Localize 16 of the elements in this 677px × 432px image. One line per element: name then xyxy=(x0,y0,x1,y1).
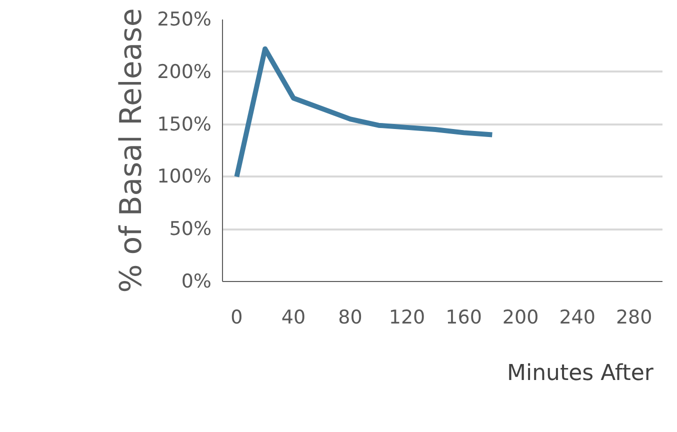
y-tick-label: 200% xyxy=(157,60,212,83)
x-tick-label: 40 xyxy=(281,306,306,328)
y-axis-title: % of Basal Release xyxy=(114,8,150,293)
x-tick-label: 160 xyxy=(446,306,482,328)
x-tick-label: 120 xyxy=(388,306,426,328)
x-tick-label: 240 xyxy=(559,306,596,328)
y-tick-label: 250% xyxy=(157,8,212,30)
x-tick-label: 200 xyxy=(502,306,539,328)
y-tick-label: 0% xyxy=(181,270,212,292)
y-tick-label: 150% xyxy=(157,113,212,136)
x-tick-label: 0 xyxy=(230,306,243,328)
y-tick-label: 100% xyxy=(157,166,212,188)
y-tick-label: 50% xyxy=(169,218,212,240)
text: Minutes After xyxy=(507,361,654,386)
x-tick-label: 280 xyxy=(616,306,652,328)
x-tick-label: 80 xyxy=(338,306,362,328)
